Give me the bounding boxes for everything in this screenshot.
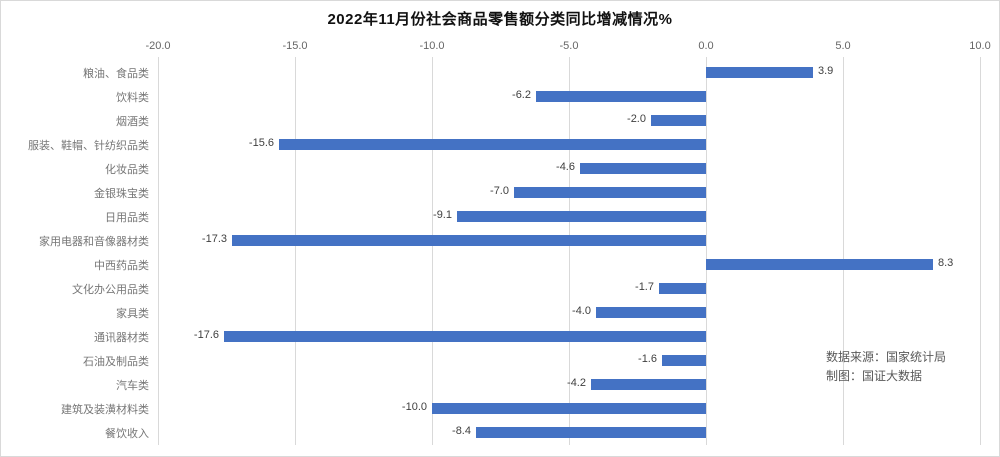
bar — [536, 91, 706, 102]
chart-title: 2022年11月份社会商品零售额分类同比增减情况% — [327, 11, 673, 28]
value-label: -15.6 — [248, 137, 274, 149]
gridline — [706, 57, 707, 445]
value-label: -1.7 — [635, 281, 654, 293]
category-label: 粮油、食品类 — [83, 68, 149, 80]
value-label: -9.1 — [433, 209, 452, 221]
value-label: -4.6 — [556, 161, 575, 173]
data-source-line: 数据来源：国家统计局 — [826, 350, 947, 364]
value-label: -2.0 — [627, 113, 646, 125]
category-label: 餐饮收入 — [105, 428, 149, 440]
category-label: 中西药品类 — [94, 260, 149, 272]
bar — [651, 115, 706, 126]
axis-tick-label: 0.0 — [698, 40, 714, 52]
gridline — [980, 57, 981, 445]
value-label: -17.6 — [193, 329, 219, 341]
axis-tick-label: 10.0 — [969, 40, 991, 52]
credit-line: 制图：国证大数据 — [826, 369, 923, 383]
bar — [591, 379, 706, 390]
category-label: 通讯器材类 — [94, 332, 149, 344]
value-label: -1.6 — [638, 353, 657, 365]
category-label: 日用品类 — [105, 212, 149, 224]
category-label: 化妆品类 — [105, 164, 149, 176]
gridline — [432, 57, 433, 445]
value-label: 3.9 — [818, 65, 834, 77]
category-label: 饮料类 — [116, 92, 149, 104]
category-label: 汽车类 — [116, 380, 149, 392]
bar — [659, 283, 706, 294]
bar — [580, 163, 706, 174]
bar — [432, 403, 706, 414]
category-label: 服装、鞋帽、针纺织品类 — [28, 140, 149, 152]
bar — [706, 259, 933, 270]
bar — [706, 67, 813, 78]
category-label: 家用电器和音像器材类 — [39, 236, 149, 248]
value-label: 8.3 — [938, 257, 954, 269]
bar — [232, 235, 706, 246]
bar — [476, 427, 706, 438]
axis-tick-label: -10.0 — [419, 40, 445, 52]
value-label: -4.0 — [572, 305, 591, 317]
source-annotation: 数据来源：国家统计局 制图：国证大数据 — [826, 348, 946, 386]
axis-tick-label: 5.0 — [835, 40, 851, 52]
bar — [279, 139, 706, 150]
gridline — [843, 57, 844, 445]
category-label: 家具类 — [116, 308, 149, 320]
value-label: -4.2 — [567, 377, 586, 389]
category-label: 石油及制品类 — [83, 356, 149, 368]
category-label: 烟酒类 — [116, 116, 149, 128]
category-label: 文化办公用品类 — [72, 284, 149, 296]
value-label: -7.0 — [490, 185, 509, 197]
value-label: -8.4 — [452, 425, 471, 437]
axis-tick-label: -20.0 — [145, 40, 171, 52]
axis-tick-label: -5.0 — [559, 40, 579, 52]
bar — [514, 187, 706, 198]
gridline — [295, 57, 296, 445]
bar — [224, 331, 706, 342]
gridline — [569, 57, 570, 445]
value-label: -6.2 — [512, 89, 531, 101]
value-label: -17.3 — [201, 233, 227, 245]
gridline — [158, 57, 159, 445]
category-label: 建筑及装潢材料类 — [61, 404, 149, 416]
bar — [662, 355, 706, 366]
axis-tick-label: -15.0 — [282, 40, 308, 52]
value-label: -10.0 — [401, 401, 427, 413]
category-label: 金银珠宝类 — [94, 188, 149, 200]
bar — [457, 211, 706, 222]
bar — [596, 307, 706, 318]
